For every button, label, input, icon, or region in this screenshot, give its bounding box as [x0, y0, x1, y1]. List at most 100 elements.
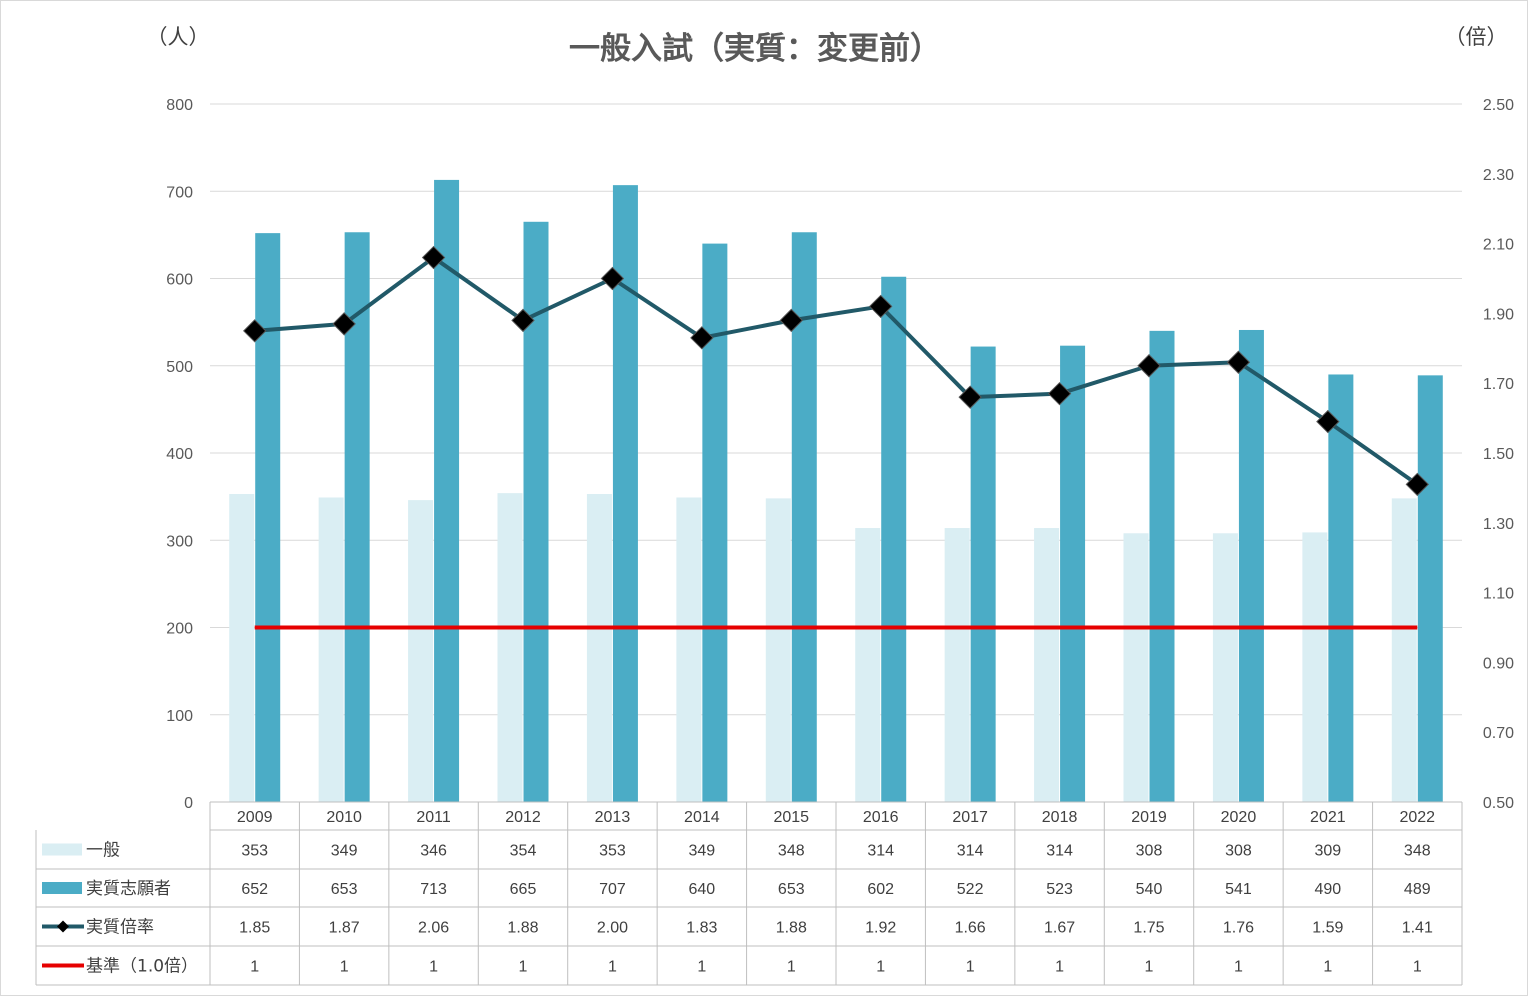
- bar-ippan: [408, 500, 434, 802]
- ratio-marker: [332, 312, 356, 336]
- table-cell: 353: [599, 843, 626, 860]
- bar-ippan: [676, 497, 702, 802]
- table-cell: 1: [1234, 959, 1243, 976]
- table-cell: 640: [689, 881, 716, 898]
- category-label: 2013: [595, 809, 631, 826]
- table-cell: 346: [420, 843, 447, 860]
- table-cell: 314: [957, 843, 984, 860]
- chart-title: 一般入試（実質：変更前）: [569, 31, 941, 67]
- category-label: 2015: [773, 809, 809, 826]
- right-tick-label: 2.10: [1483, 237, 1514, 254]
- bar-ippan: [1034, 528, 1060, 802]
- table-cell: 2.00: [597, 920, 628, 937]
- table-cell: 308: [1136, 843, 1163, 860]
- table-cell: 1: [250, 959, 259, 976]
- right-tick-label: 1.10: [1483, 586, 1514, 603]
- bar-jisshitsu-shigansha: [970, 346, 996, 802]
- ratio-marker: [1316, 409, 1340, 434]
- table-cell: 309: [1315, 843, 1342, 860]
- bar-ippan: [1123, 533, 1149, 802]
- category-label: 2017: [952, 809, 988, 826]
- bar-ippan: [318, 497, 344, 802]
- table-cell: 541: [1225, 881, 1252, 898]
- ratio-marker: [421, 245, 446, 270]
- right-tick-label: 1.70: [1483, 376, 1514, 393]
- ratio-marker: [243, 319, 267, 343]
- table-cell: 1: [429, 959, 438, 976]
- category-label: 2014: [684, 809, 720, 826]
- right-tick-label: 2.50: [1483, 97, 1514, 114]
- bar-jisshitsu-shigansha: [255, 233, 281, 802]
- right-axis-unit: （倍）: [1445, 25, 1508, 49]
- table-cell: 653: [778, 881, 805, 898]
- table-cell: 1.66: [955, 920, 986, 937]
- table-cell: 1: [519, 959, 528, 976]
- bar-ippan: [765, 498, 791, 802]
- category-label: 2021: [1310, 809, 1346, 826]
- legend-key-marker: [57, 920, 69, 933]
- bar-ippan: [1212, 533, 1238, 802]
- right-tick-label: 0.50: [1483, 795, 1514, 812]
- table-cell: 1.67: [1044, 920, 1075, 937]
- left-tick-label: 100: [166, 708, 193, 725]
- left-tick-label: 700: [166, 184, 193, 201]
- table-cell: 1: [787, 959, 796, 976]
- table-cell: 354: [510, 843, 537, 860]
- table-cell: 1: [697, 959, 706, 976]
- table-cell: 1.41: [1402, 920, 1433, 937]
- table-cell: 1.88: [507, 920, 538, 937]
- category-label: 2009: [237, 809, 273, 826]
- category-label: 2019: [1131, 809, 1167, 826]
- table-cell: 349: [689, 843, 716, 860]
- table-cell: 653: [331, 881, 358, 898]
- table-cell: 665: [510, 881, 537, 898]
- bar-ippan: [1391, 498, 1417, 802]
- table-cell: 1: [1323, 959, 1332, 976]
- left-tick-label: 800: [166, 97, 193, 114]
- bar-ippan: [944, 528, 970, 802]
- bar-jisshitsu-shigansha: [434, 179, 460, 803]
- category-label: 2012: [505, 809, 541, 826]
- table-cell: 1.92: [865, 920, 896, 937]
- table-cell: 1.85: [239, 920, 270, 937]
- right-tick-label: 1.30: [1483, 516, 1514, 533]
- legend-key-bar: [42, 843, 82, 856]
- table-cell: 602: [867, 881, 894, 898]
- right-tick-label: 1.90: [1483, 306, 1514, 323]
- ratio-marker: [1047, 381, 1072, 406]
- table-cell: 1.76: [1223, 920, 1254, 937]
- right-tick-label: 0.90: [1483, 655, 1514, 672]
- table-cell: 1.75: [1133, 920, 1164, 937]
- left-tick-label: 0: [184, 795, 193, 812]
- table-cell: 353: [241, 843, 268, 860]
- table-cell: 308: [1225, 843, 1252, 860]
- bar-ippan: [229, 494, 255, 802]
- left-axis-unit: （人）: [147, 25, 210, 49]
- legend-label: 実質倍率: [86, 918, 154, 938]
- table-cell: 1: [966, 959, 975, 976]
- bar-jisshitsu-shigansha: [1328, 374, 1354, 802]
- table-cell: 1: [1055, 959, 1064, 976]
- gridlines: [210, 103, 1462, 803]
- category-label: 2010: [326, 809, 362, 826]
- table-cell: 1: [1413, 959, 1422, 976]
- ratio-marker: [1405, 472, 1429, 497]
- category-label: 2022: [1399, 809, 1435, 826]
- bar-ippan: [1302, 532, 1328, 802]
- bar-jisshitsu-shigansha: [1149, 330, 1175, 802]
- left-tick-label: 600: [166, 272, 193, 289]
- table-cell: 652: [241, 881, 268, 898]
- table-cell: 1: [1145, 959, 1154, 976]
- ratio-marker: [869, 294, 893, 319]
- left-tick-label: 400: [166, 446, 193, 463]
- table-cell: 348: [778, 843, 805, 860]
- bar-series: [229, 179, 1443, 803]
- right-tick-label: 2.30: [1483, 167, 1514, 184]
- legend-label: 基準（1.0倍）: [86, 957, 198, 977]
- table-cell: 1: [608, 959, 617, 976]
- bar-ippan: [497, 493, 523, 802]
- category-label: 2011: [416, 809, 451, 826]
- left-tick-label: 300: [166, 533, 193, 550]
- bar-ippan: [855, 528, 881, 802]
